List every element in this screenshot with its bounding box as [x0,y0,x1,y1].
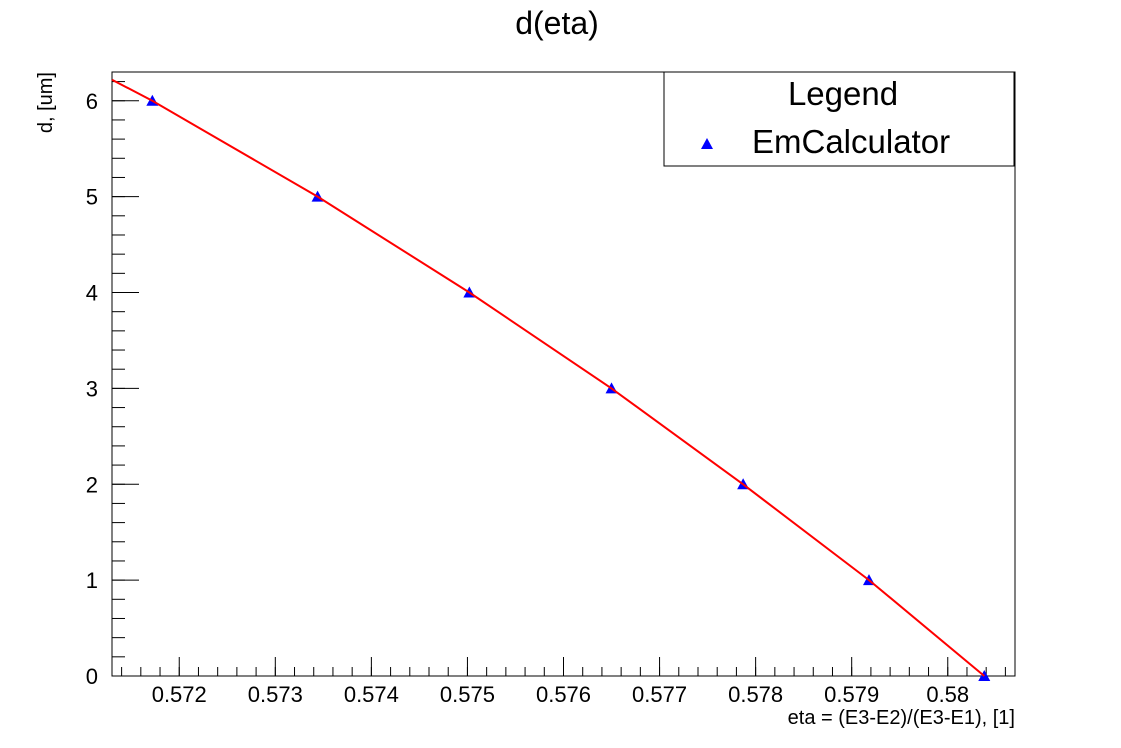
legend-entry-emcalculator: EmCalculator [752,123,950,160]
x-tick-label: 0.575 [440,682,495,707]
x-tick-label: 0.573 [248,682,303,707]
fit-line [111,78,985,677]
y-axis-minor-ticks [112,81,125,677]
y-tick-label: 2 [86,472,98,497]
x-axis-ticks: 0.572 0.573 0.574 0.575 0.576 0.577 0.578 0.579… [152,657,969,707]
series-layer [111,78,991,681]
y-tick-label: 5 [86,185,98,210]
legend-title: Legend [788,75,898,112]
y-axis-ticks: 0 1 2 3 4 5 6 [86,89,139,689]
x-axis-title: eta = (E3-E2)/(E3-E1), [1] [788,707,1015,729]
x-tick-label: 0.576 [536,682,591,707]
y-tick-label: 1 [86,568,98,593]
y-axis-title: d, [um] [35,72,57,133]
legend-marker-triangle-icon [701,138,713,149]
x-tick-label: 0.574 [344,682,399,707]
y-tick-label: 0 [86,664,98,689]
legend-box [663,71,1015,167]
x-tick-label: 0.572 [152,682,207,707]
x-tick-label: 0.579 [824,682,879,707]
x-tick-label: 0.578 [728,682,783,707]
y-tick-label: 6 [86,89,98,114]
chart-title: d(eta) [515,5,599,41]
x-tick-label: 0.577 [632,682,687,707]
y-tick-label: 4 [86,281,98,306]
y-tick-label: 3 [86,376,98,401]
x-tick-label: 0.58 [926,682,969,707]
legend: Legend EmCalculator [663,71,1015,167]
